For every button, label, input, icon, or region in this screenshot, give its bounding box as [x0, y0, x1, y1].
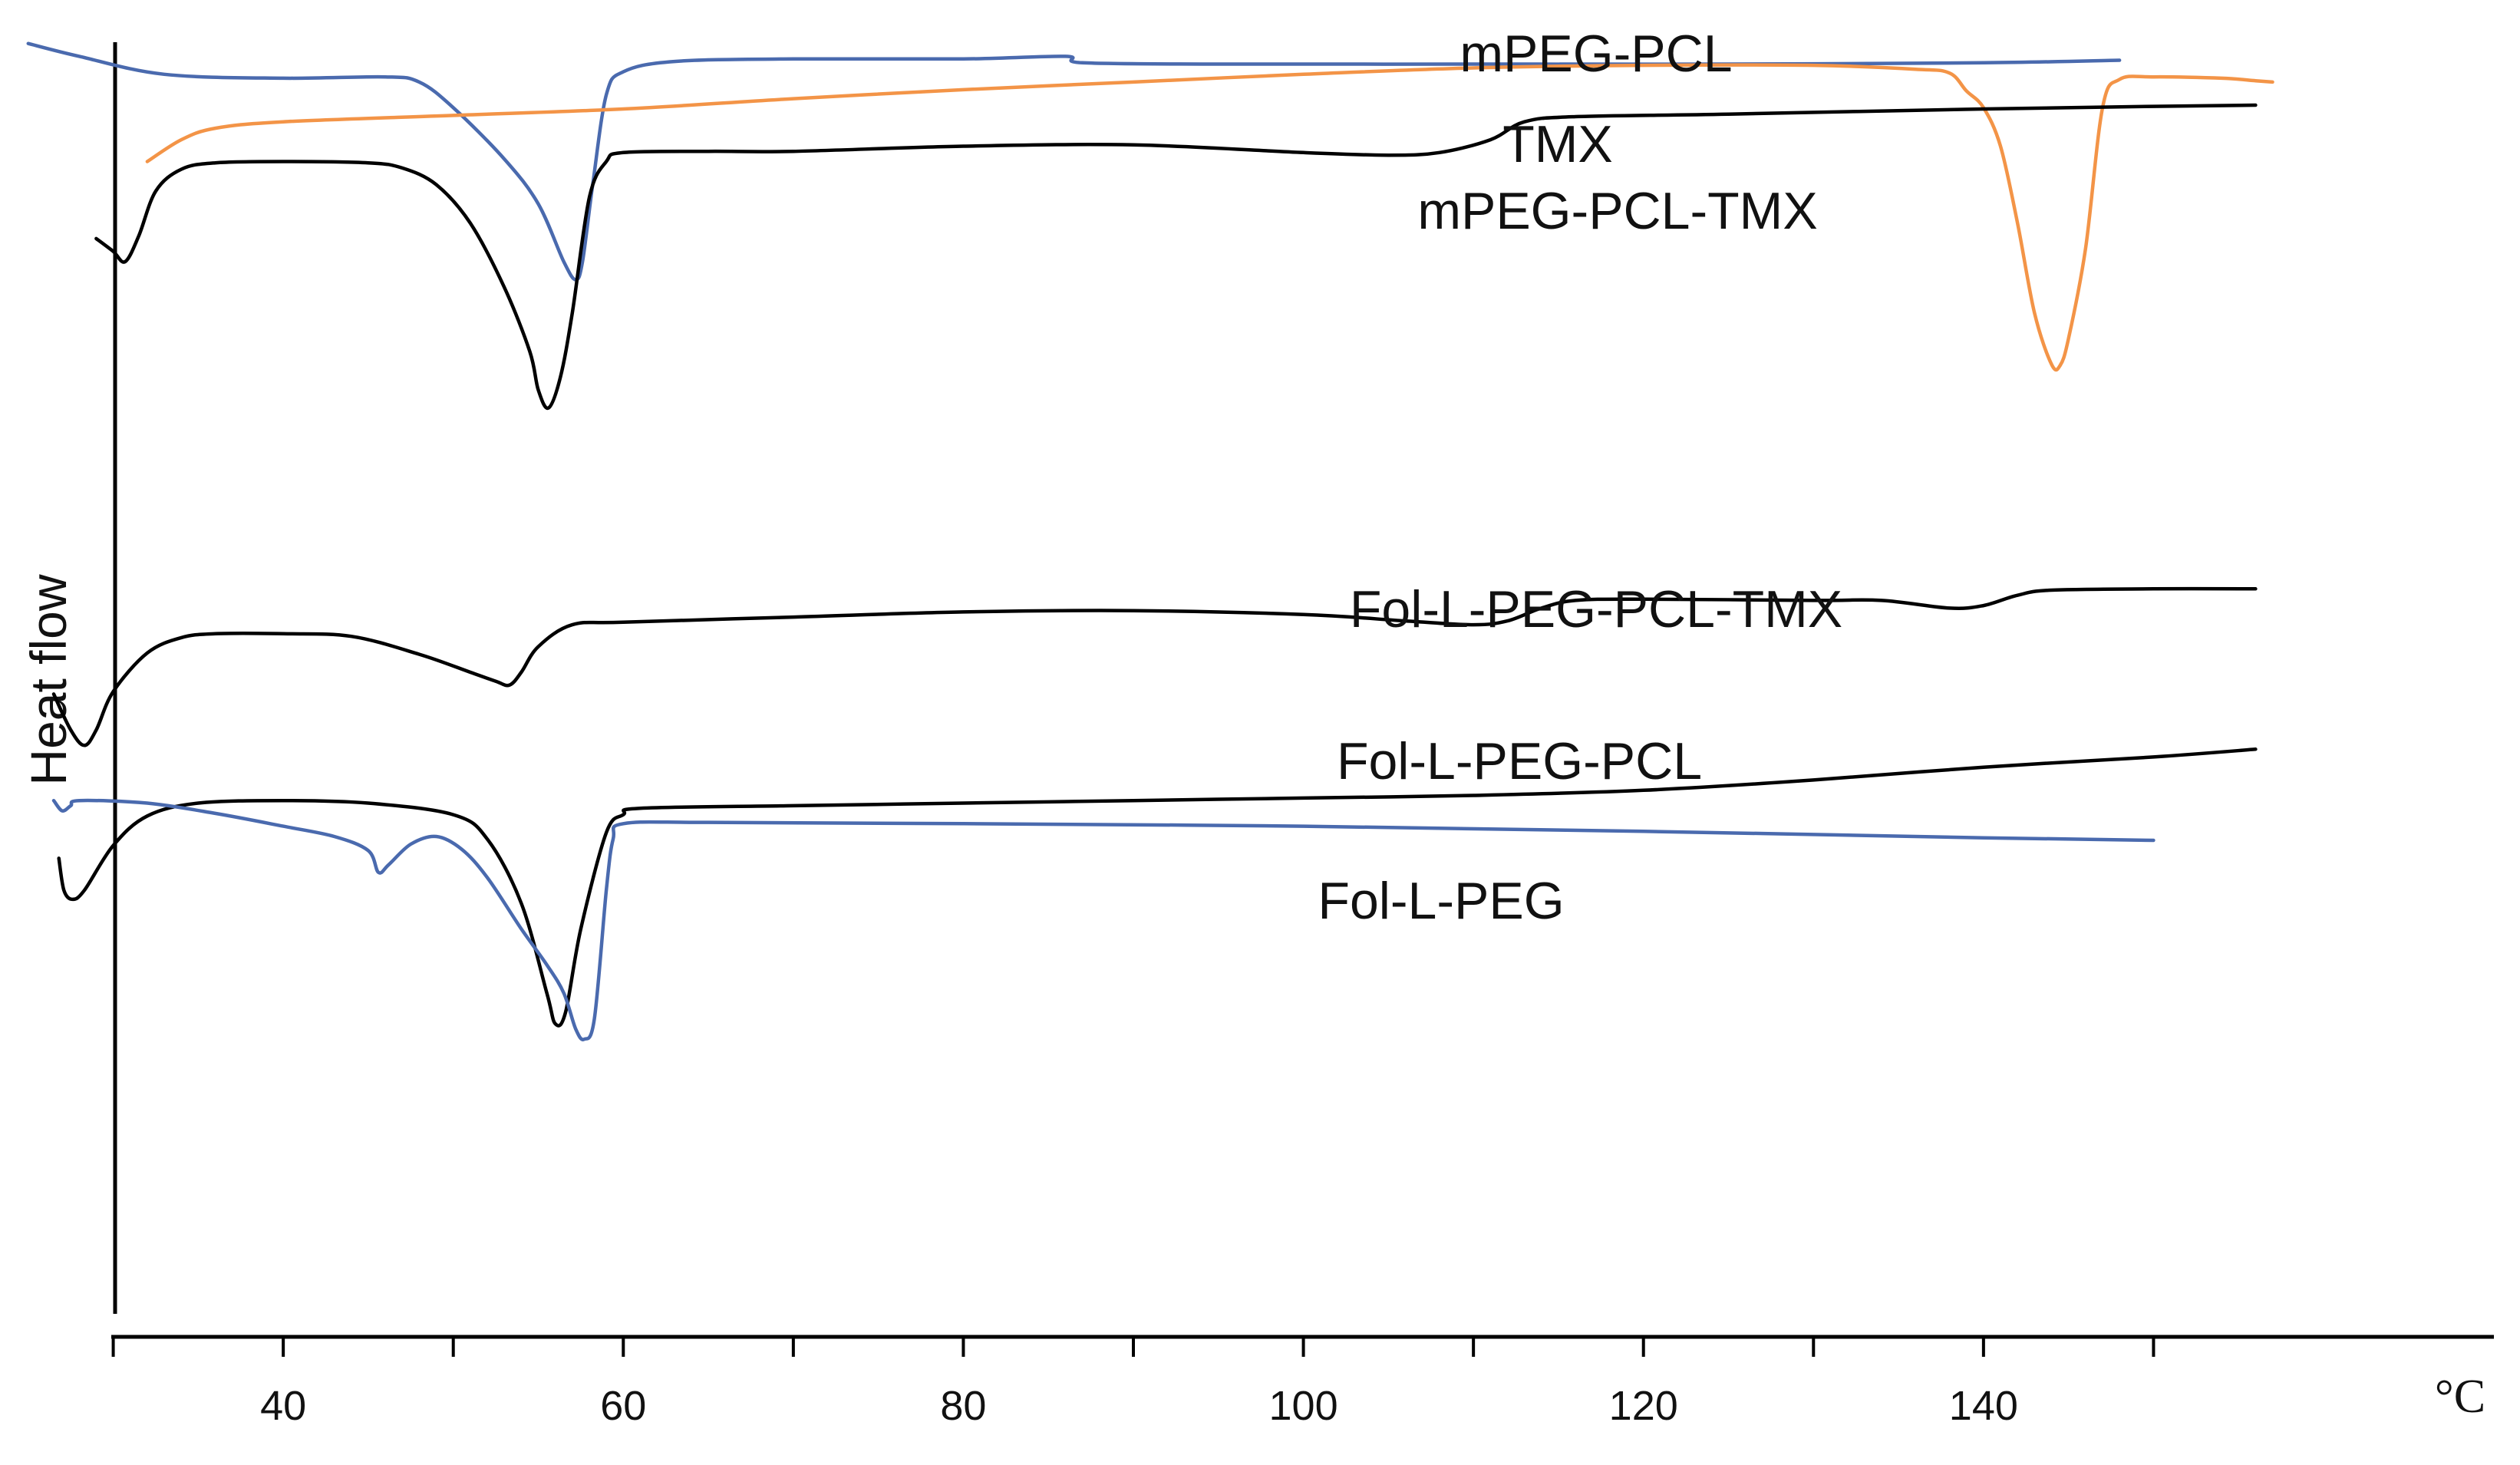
label-fol-l-peg-pcl-tmx: Fol-L-PEG-PCL-TMX: [1350, 580, 1842, 638]
series-curve-fol-l-peg-pcl: [57, 747, 2258, 1028]
x-tick-label: 80: [940, 1383, 986, 1429]
x-tick-label: 140: [1949, 1383, 2018, 1429]
label-mpeg-pcl: mPEG-PCL: [1460, 25, 1732, 83]
label-mpeg-pcl-tmx: mPEG-PCL-TMX: [1417, 182, 1817, 240]
series-curve-mpeg-pcl: [26, 41, 2122, 282]
series-curve-fol-l-peg-pcl-tmx: [51, 586, 2258, 747]
x-tick-label: 60: [600, 1383, 646, 1429]
label-fol-l-peg: Fol-L-PEG: [1318, 872, 1564, 930]
y-axis-label: Heat flow: [20, 574, 77, 785]
label-fol-l-peg-pcl: Fol-L-PEG-PCL: [1337, 732, 1702, 790]
x-tick-label: 100: [1269, 1383, 1338, 1429]
x-tick-label: 40: [260, 1383, 306, 1429]
x-tick-label: 120: [1609, 1383, 1678, 1429]
series-curve-tmx: [145, 63, 2274, 372]
x-ticks: [111, 1337, 2156, 1357]
x-unit-label: °C: [2435, 1371, 2485, 1423]
plot-curves: [26, 41, 2274, 1041]
series-labels: mPEG-PCL TMX mPEG-PCL-TMX Fol-L-PEG-PCL-…: [1318, 25, 1842, 930]
y-axis: Heat flow: [20, 42, 117, 1314]
x-tick-labels: 40 60 80 100 120 140: [260, 1383, 2018, 1429]
series-curve-mpeg-pcl-tmx: [94, 103, 2258, 411]
series-curve-fol-l-peg: [51, 798, 2156, 1041]
x-axis: 40 60 80 100 120 140 °C: [111, 1335, 2494, 1429]
label-tmx: TMX: [1502, 115, 1613, 173]
